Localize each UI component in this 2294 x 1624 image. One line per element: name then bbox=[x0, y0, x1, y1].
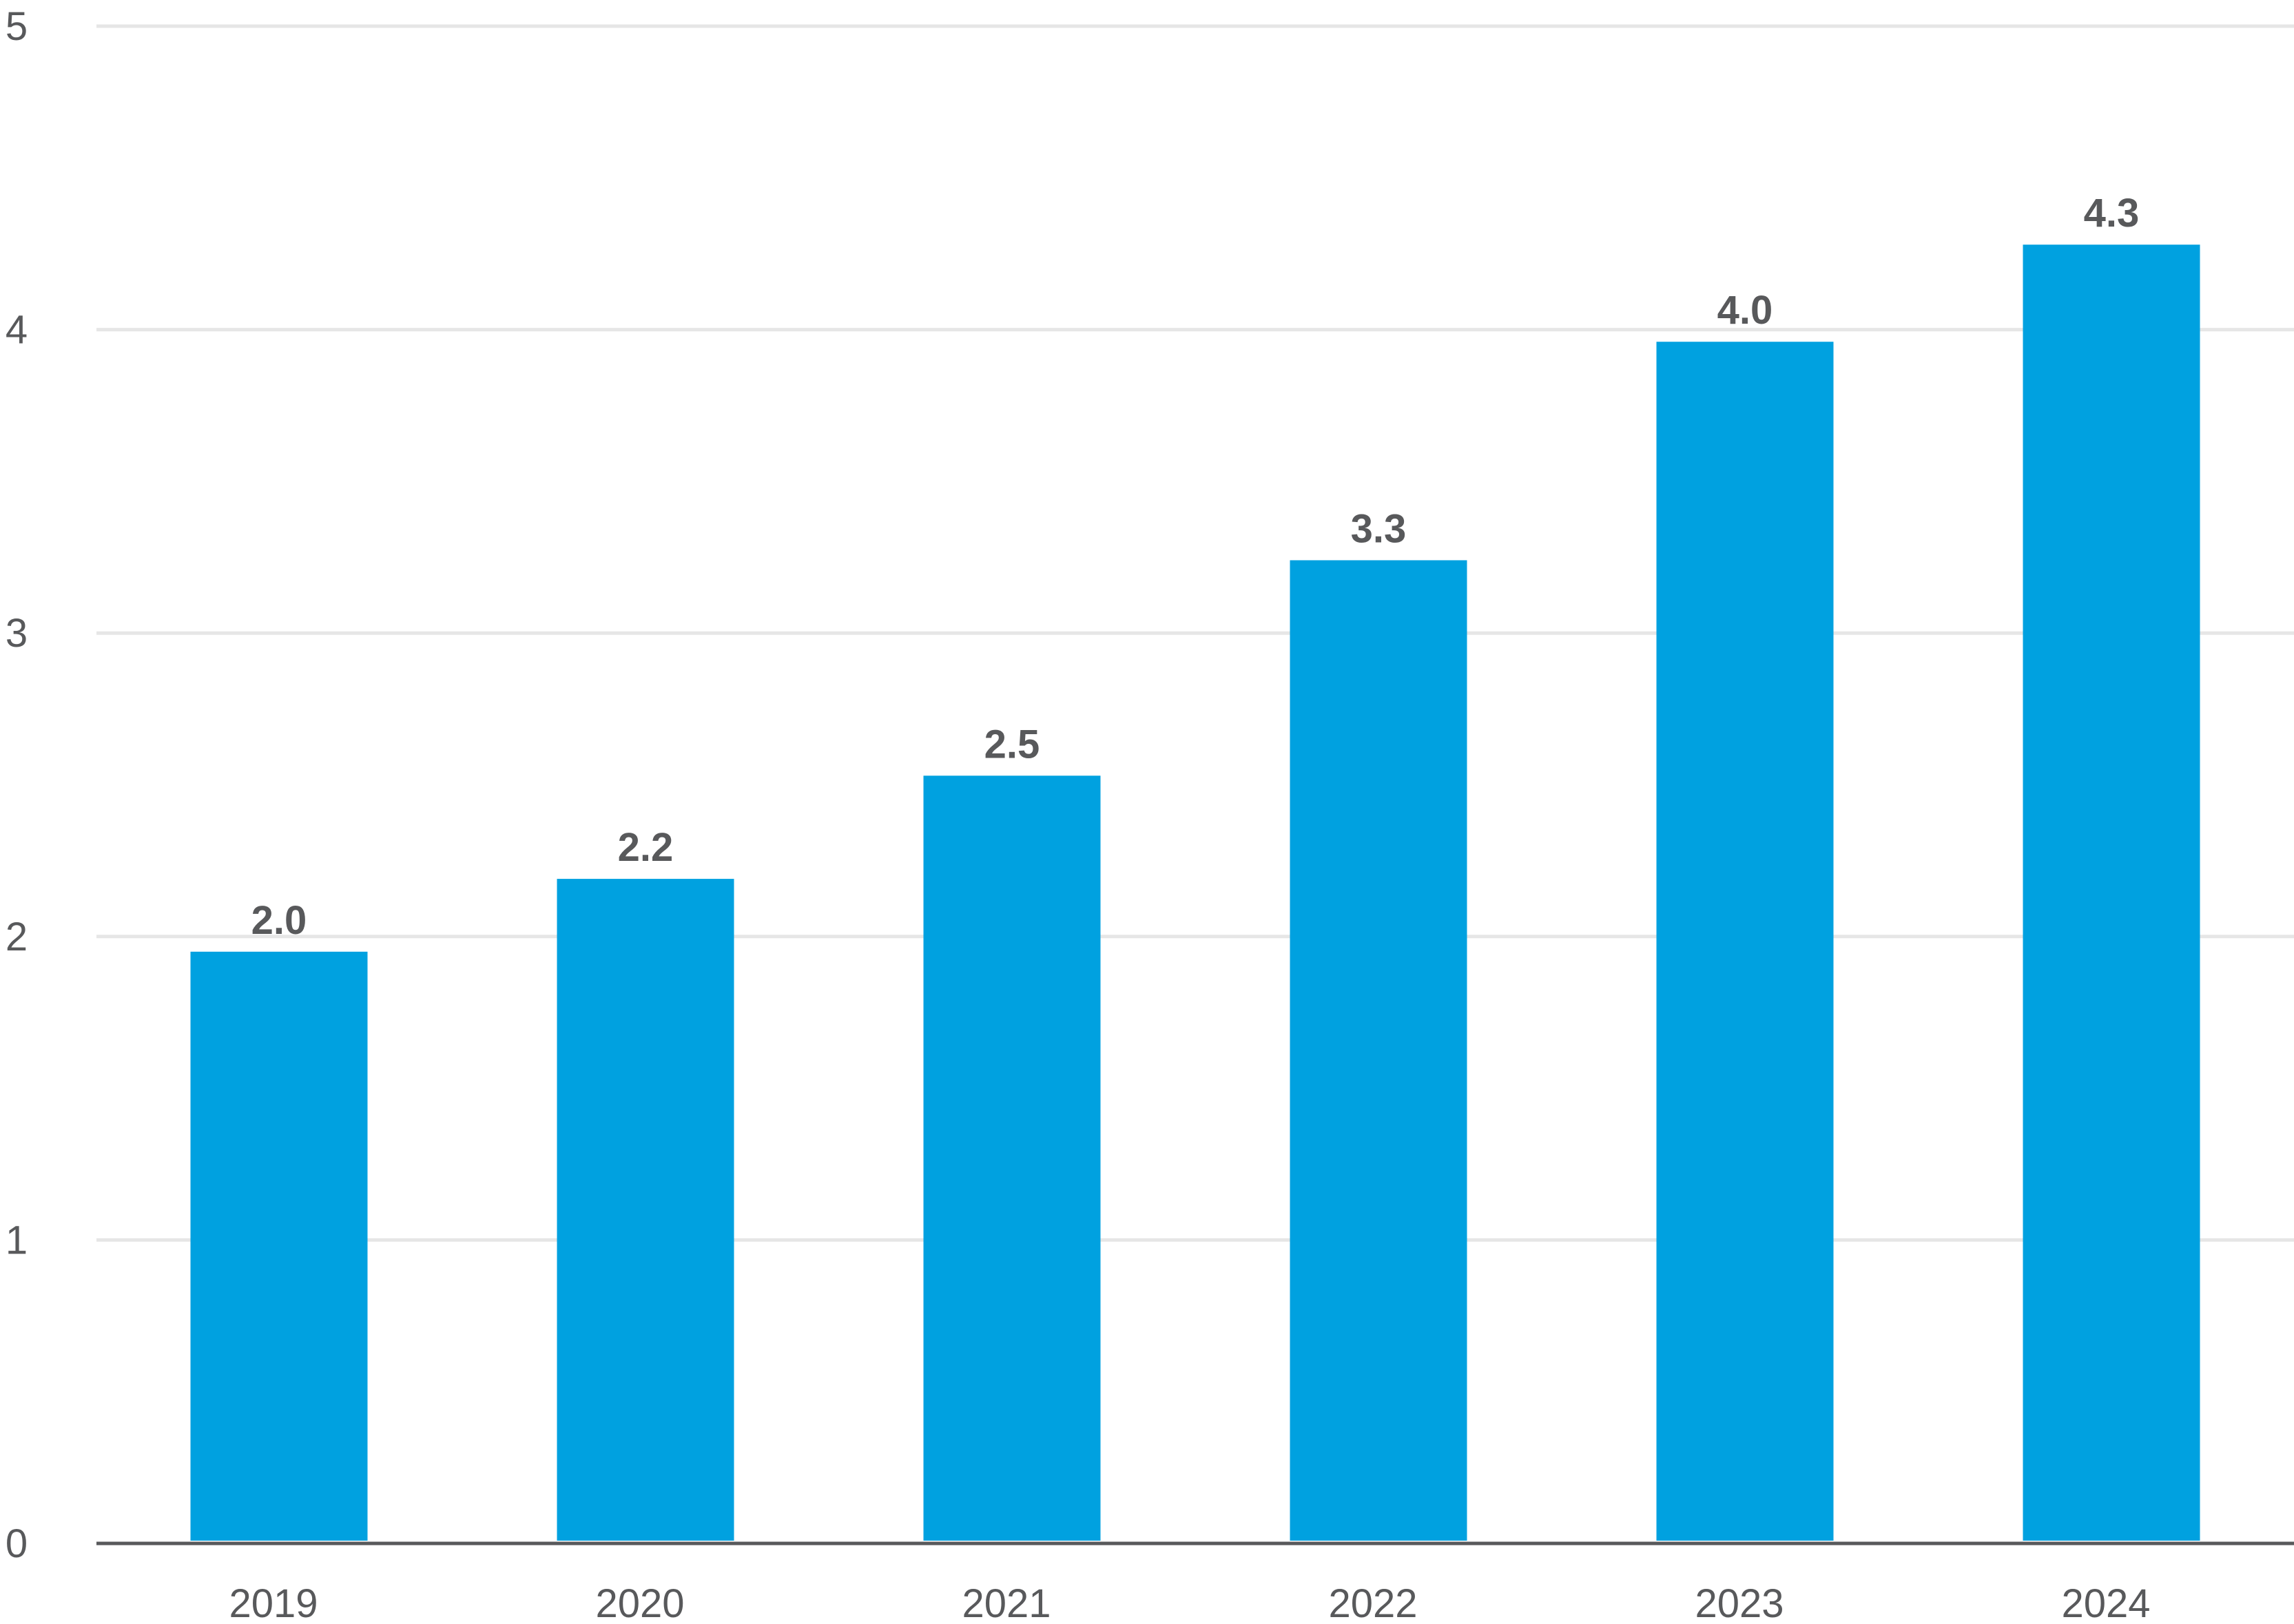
data-label: 2.0 bbox=[251, 898, 307, 943]
x-tick-label: 2023 bbox=[1695, 1581, 1784, 1624]
bar-2023 bbox=[1656, 342, 1834, 1541]
data-label: 2.5 bbox=[984, 722, 1040, 767]
data-label: 4.0 bbox=[1717, 288, 1773, 333]
x-tick-label: 2020 bbox=[595, 1581, 684, 1624]
gridlines bbox=[96, 24, 2294, 1242]
bar-2024 bbox=[2023, 244, 2200, 1541]
bar-2019 bbox=[190, 951, 368, 1541]
bars bbox=[190, 244, 2200, 1541]
y-tick-label: 1 bbox=[6, 1218, 28, 1262]
x-tick-label: 2024 bbox=[2061, 1581, 2150, 1624]
bar-2022 bbox=[1290, 560, 1467, 1541]
x-tick-label: 2019 bbox=[229, 1581, 318, 1624]
x-tick-label: 2021 bbox=[962, 1581, 1051, 1624]
data-labels: 2.0 2.2 2.5 3.3 4.0 4.3 bbox=[251, 191, 2140, 943]
y-tick-label: 5 bbox=[6, 4, 28, 49]
x-tick-label: 2022 bbox=[1328, 1581, 1417, 1624]
x-axis-ticks: 2019 2020 2021 2022 2023 2024 bbox=[229, 1581, 2150, 1624]
bar-2020 bbox=[557, 879, 734, 1541]
data-label: 4.3 bbox=[2084, 191, 2140, 236]
y-tick-label: 4 bbox=[6, 308, 28, 353]
y-tick-label: 3 bbox=[6, 611, 28, 656]
bar-2021 bbox=[923, 775, 1101, 1541]
y-tick-label: 2 bbox=[6, 915, 28, 959]
data-label: 2.2 bbox=[618, 825, 674, 870]
y-tick-label: 0 bbox=[6, 1521, 28, 1566]
data-label: 3.3 bbox=[1351, 506, 1407, 551]
y-axis-ticks: 0 1 2 3 4 5 bbox=[6, 4, 28, 1566]
